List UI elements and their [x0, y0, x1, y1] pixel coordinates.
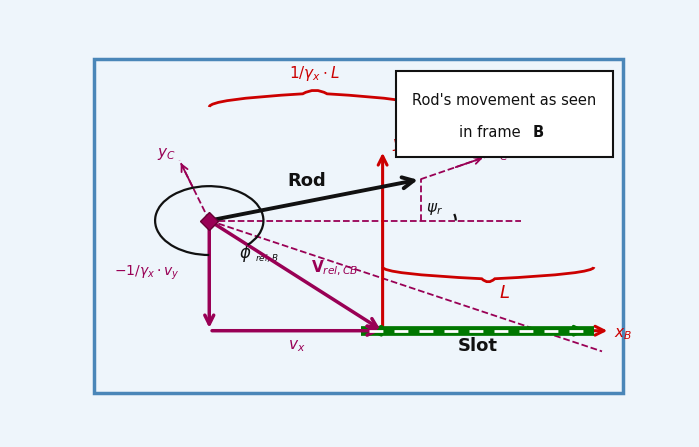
Text: $_{rel,B}$: $_{rel,B}$	[255, 252, 279, 265]
Text: Slot: Slot	[457, 337, 498, 355]
Text: Rod's movement as seen: Rod's movement as seen	[412, 93, 597, 109]
Text: $y_C$: $y_C$	[157, 146, 175, 162]
Bar	[396, 71, 613, 157]
Text: $x_C$: $x_C$	[490, 148, 509, 163]
Text: B: B	[533, 125, 544, 140]
Text: $1/\gamma_x \cdot L$: $1/\gamma_x \cdot L$	[289, 64, 340, 83]
Text: $x_B$: $x_B$	[614, 327, 633, 342]
Text: in frame: in frame	[459, 125, 526, 140]
Text: Rod: Rod	[288, 172, 326, 190]
Text: $L$: $L$	[499, 284, 510, 302]
Text: $\mathbf{V}_{rel,CB}$: $\mathbf{V}_{rel,CB}$	[311, 259, 359, 278]
Text: $\phi$: $\phi$	[239, 242, 252, 265]
Text: $y_B$: $y_B$	[392, 137, 410, 153]
Text: $\psi_r$: $\psi_r$	[426, 201, 443, 217]
Text: $-1/\gamma_x \cdot v_y$: $-1/\gamma_x \cdot v_y$	[115, 264, 180, 282]
Text: $v_x$: $v_x$	[288, 339, 305, 354]
